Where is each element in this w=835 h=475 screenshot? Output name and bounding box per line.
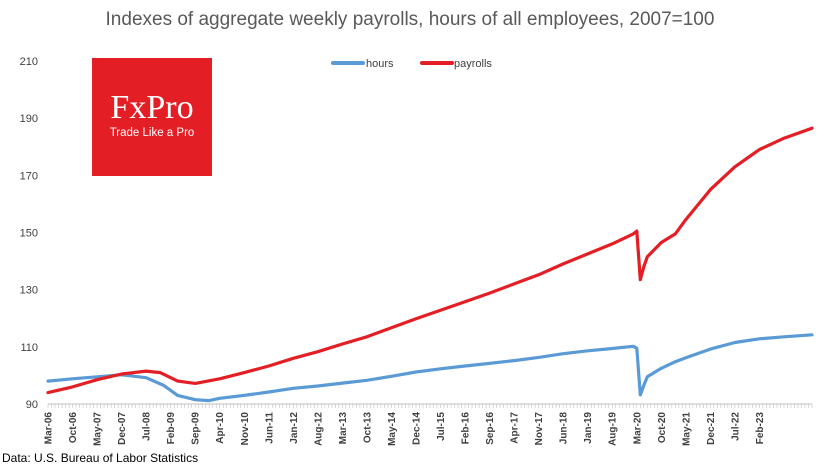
x-tick-label: Nov-10 xyxy=(240,412,251,446)
legend-label-payrolls: payrolls xyxy=(454,58,492,70)
x-tick-label: Mar-06 xyxy=(44,412,55,445)
x-tick-label: Aug-12 xyxy=(313,412,324,446)
x-tick-label: Sep-09 xyxy=(191,412,202,445)
x-tick-label: Oct-20 xyxy=(657,412,668,444)
series-line-hours xyxy=(46,333,814,403)
x-tick-label: Dec-07 xyxy=(117,412,128,445)
series-group xyxy=(46,126,814,403)
x-tick-label: May-07 xyxy=(93,412,104,446)
y-tick-label: 130 xyxy=(20,285,38,297)
x-tick-label: Jun-18 xyxy=(559,412,570,445)
x-tick-label: Mar-13 xyxy=(338,412,349,445)
x-tick-label: Aug-19 xyxy=(608,412,619,446)
x-axis: Mar-06 Oct-06 May-07 Dec-07 Jul-08 Feb-09 Sep-… xyxy=(44,403,813,446)
x-tick-label: Feb-09 xyxy=(166,412,177,445)
x-tick-label: Jul-15 xyxy=(436,412,447,441)
x-tick-label: Feb-16 xyxy=(461,412,472,445)
x-tick-label: May-21 xyxy=(681,412,692,446)
x-tick-label: May-14 xyxy=(387,412,398,446)
x-tick-label: Oct-13 xyxy=(362,412,373,444)
x-tick-label: Oct-06 xyxy=(68,412,79,444)
x-tick-label: Jan-12 xyxy=(289,412,300,444)
y-tick-label: 190 xyxy=(20,113,38,125)
x-tick-label: Jan-19 xyxy=(583,412,594,444)
y-tick-label: 170 xyxy=(20,170,38,182)
x-tick-label: Apr-17 xyxy=(510,412,521,444)
source-note: Data: U.S. Bureau of Labor Statistics xyxy=(2,451,198,465)
logo-brand-text: FxPro xyxy=(110,89,193,126)
y-tick-label: 110 xyxy=(20,342,38,354)
x-tick-label: Jun-11 xyxy=(264,412,275,444)
series-line-payrolls xyxy=(46,126,814,395)
logo-tagline: Trade Like a Pro xyxy=(110,127,195,139)
x-tick-label: Dec-21 xyxy=(706,412,717,445)
fxpro-logo: FxPro Trade Like a Pro xyxy=(92,58,212,176)
y-tick-label: 150 xyxy=(20,228,38,240)
x-tick-label: Apr-10 xyxy=(215,412,226,444)
y-axis: 90 110 130 150 170 190 210 xyxy=(20,56,38,411)
x-tick-label: Jul-22 xyxy=(730,412,741,441)
legend-label-hours: hours xyxy=(366,58,394,70)
y-tick-label: 210 xyxy=(20,56,38,68)
chart-title: Indexes of aggregate weekly payrolls, ho… xyxy=(106,9,715,30)
x-tick-label: Sep-16 xyxy=(485,412,496,445)
x-tick-label: Jul-08 xyxy=(142,412,153,441)
y-tick-label: 90 xyxy=(26,399,38,411)
x-tick-label: Nov-17 xyxy=(534,412,545,446)
x-tick-label: Dec-14 xyxy=(411,412,422,445)
legend: hours payrolls xyxy=(331,58,492,70)
x-tick-label: Mar-20 xyxy=(632,412,643,445)
logo-background xyxy=(92,58,212,176)
x-tick-label: Feb-23 xyxy=(755,412,766,445)
